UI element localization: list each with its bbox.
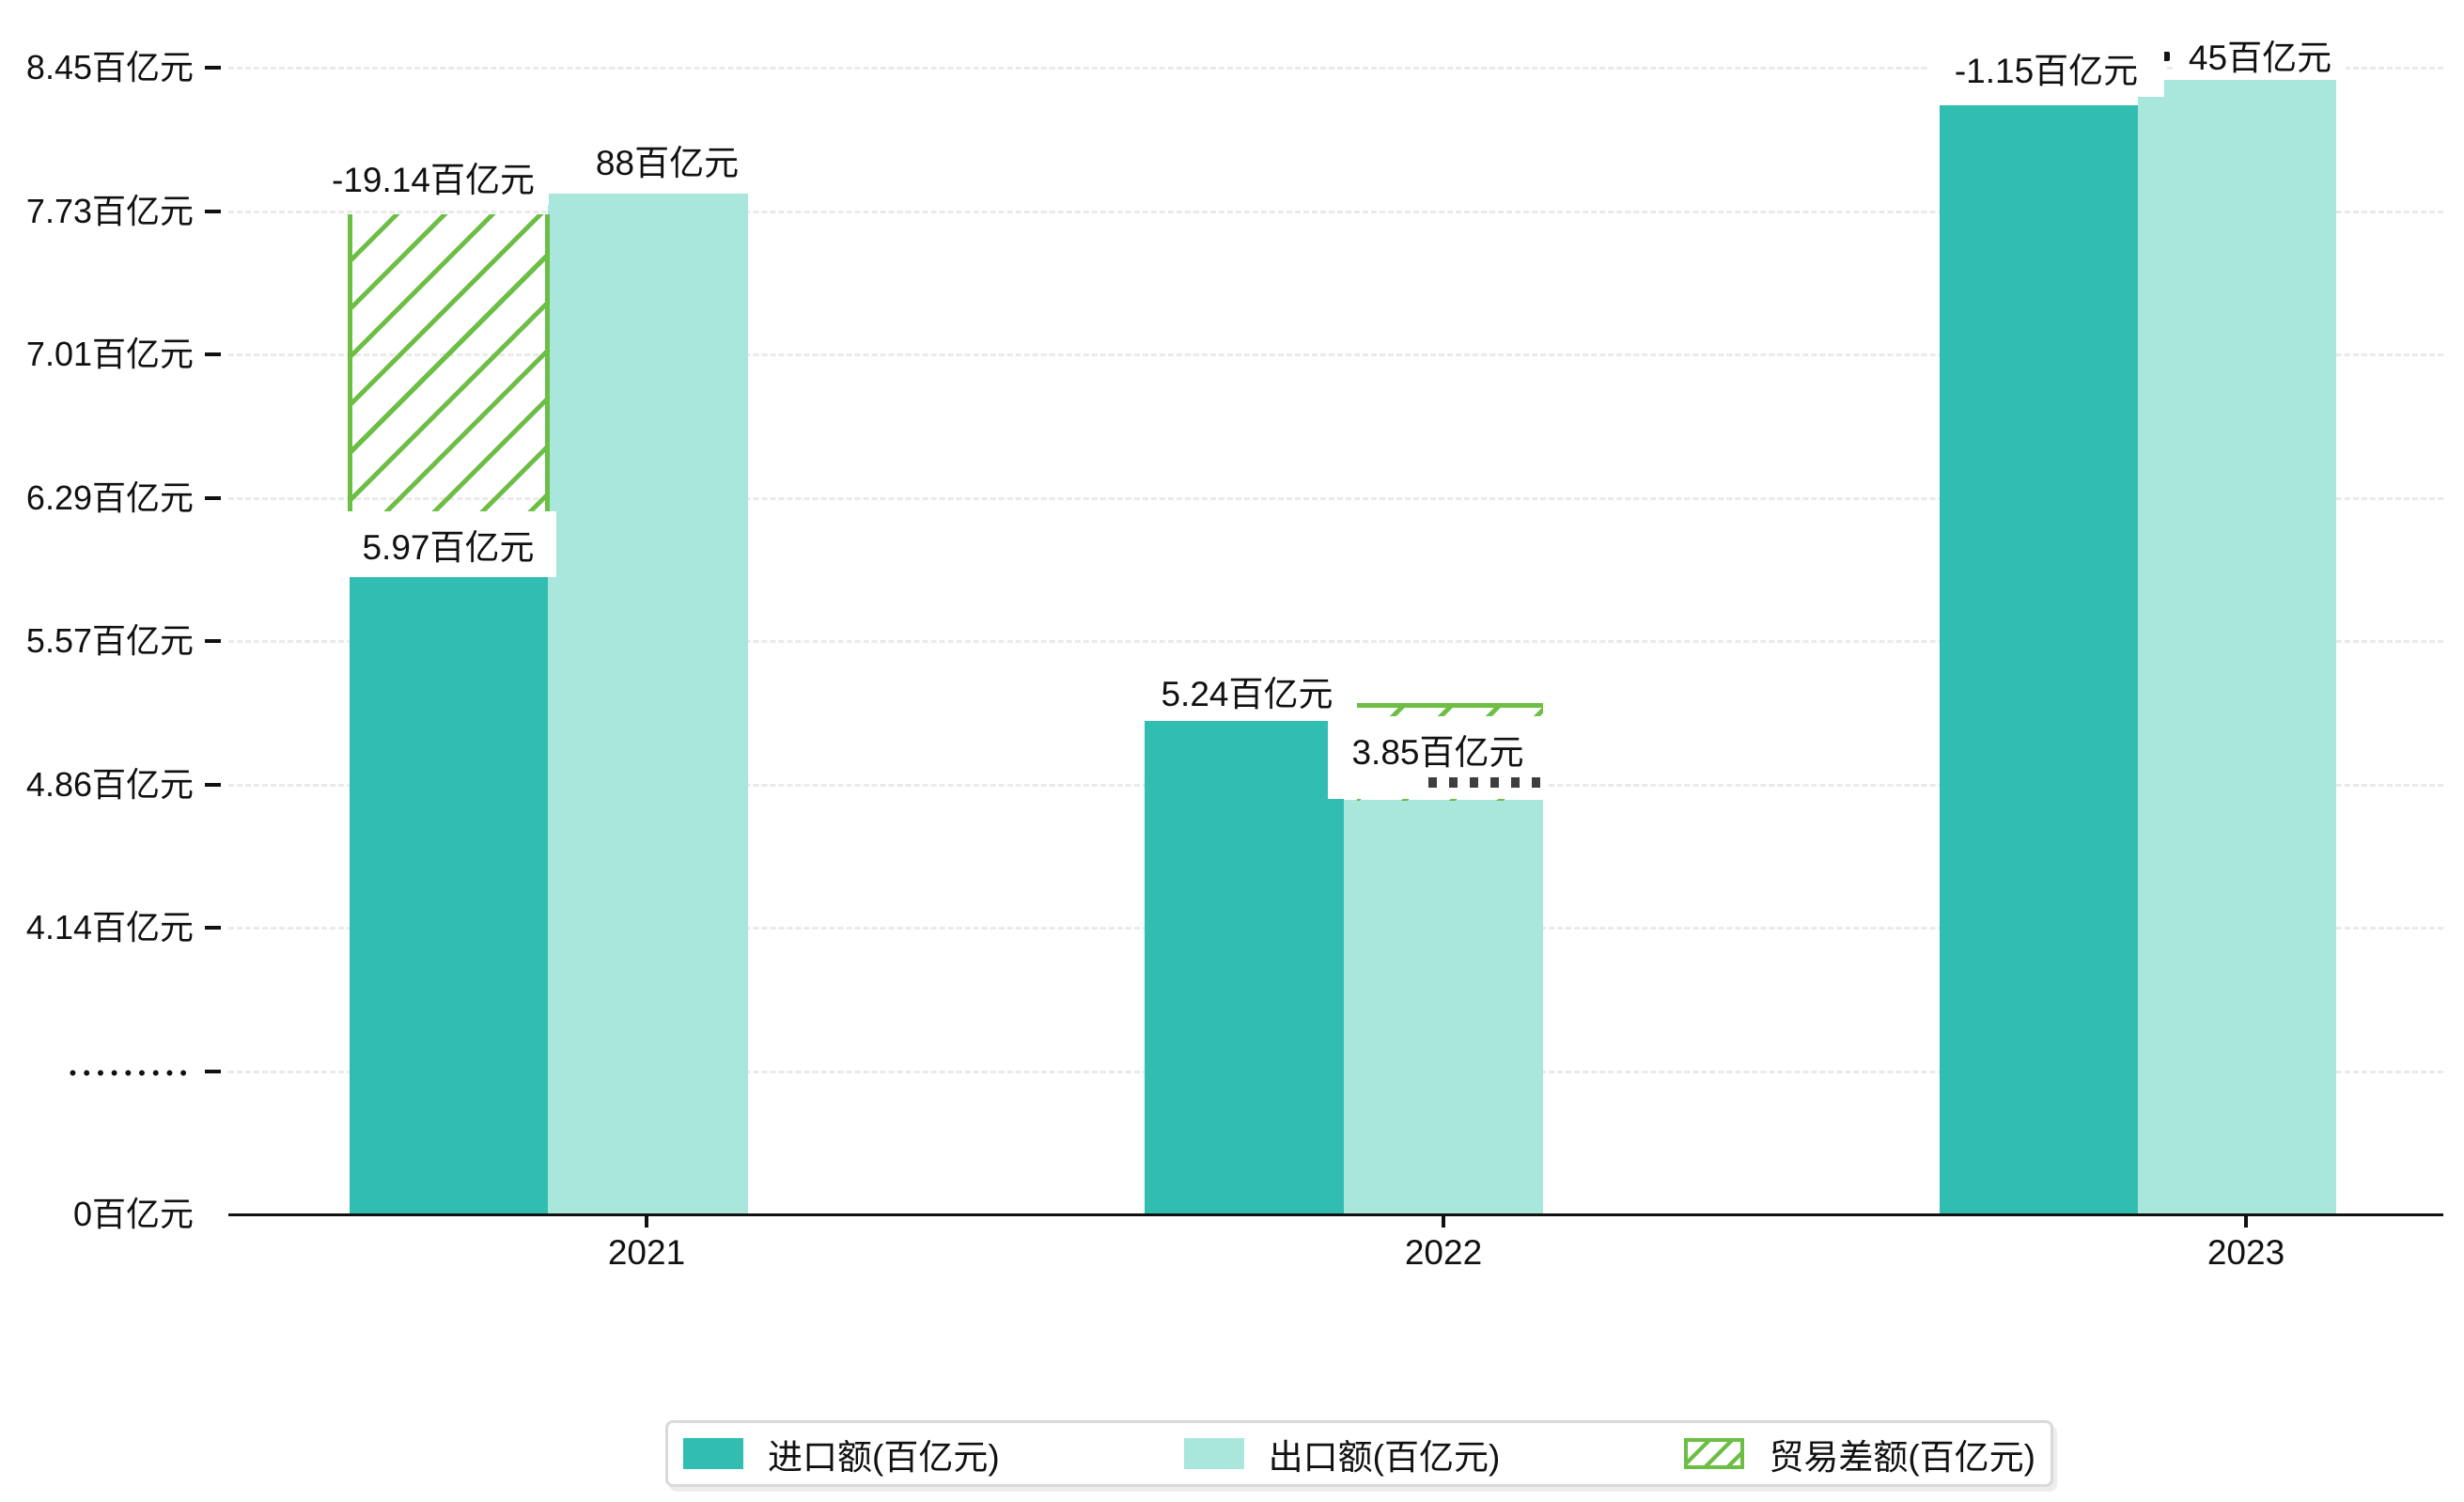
y-tick-mark — [205, 210, 221, 213]
occluded-label-fragment-2022 — [1428, 777, 1543, 788]
export-swatch-icon — [1183, 1438, 1244, 1469]
gridline — [228, 640, 2443, 643]
bar-label-balance-2023: -1.15百亿元 — [1928, 38, 2164, 97]
y-tick-mark — [205, 639, 221, 643]
x-tick-mark — [2244, 1215, 2248, 1228]
y-axis-tick-label: 7.01百亿元 — [25, 335, 194, 373]
y-tick-mark — [205, 66, 221, 70]
y-axis-tick-label: 4.14百亿元 — [25, 908, 194, 947]
bar-label-export-2021: 88百亿元 — [577, 132, 757, 188]
legend-item-export: 出口额(百亿元) — [1183, 1429, 1501, 1479]
y-tick-mark — [205, 496, 221, 500]
y-tick-mark — [205, 1070, 221, 1073]
legend-label: 出口额(百亿元) — [1268, 1437, 1501, 1477]
trade-balance-bar-2021 — [348, 214, 550, 562]
y-axis-tick-label: 4.86百亿元 — [25, 765, 194, 804]
y-tick-mark — [205, 352, 221, 356]
x-tick-mark — [1442, 1215, 1445, 1228]
gridline — [228, 67, 2443, 70]
gridline — [228, 211, 2443, 213]
bar-label-export-2023: 45百亿元 — [2175, 28, 2346, 80]
legend: 进口额(百亿元) 出口额(百亿元) 贸易差额(百亿元) — [665, 1420, 2053, 1487]
x-axis-tick-label: 2022 — [1404, 1233, 1483, 1272]
y-axis-tick-label: 6.29百亿元 — [25, 478, 194, 517]
bar-label-balance-2021: -19.14百亿元 — [318, 149, 549, 205]
legend-label: 贸易差额(百亿元) — [1769, 1437, 2035, 1477]
y-axis-tick-label: 8.45百亿元 — [25, 48, 194, 86]
y-axis-tick-label: 7.73百亿元 — [25, 192, 194, 230]
bar-label-import-2022: 5.24百亿元 — [1139, 662, 1355, 720]
x-axis-line — [228, 1213, 2443, 1216]
x-axis-tick-label: 2021 — [607, 1233, 686, 1272]
import-bar-2021 — [350, 577, 548, 1215]
export-bar-2021 — [548, 194, 748, 1215]
bar-label-import-2021: 5.97百亿元 — [340, 511, 556, 577]
export-bar-2023 — [2138, 80, 2336, 1215]
y-axis-tick-label: 5.57百亿元 — [25, 621, 194, 660]
import-bar-2022 — [1145, 721, 1344, 1215]
hatched-swatch-icon — [1684, 1438, 1745, 1469]
gridline — [228, 497, 2443, 500]
legend-item-balance: 贸易差额(百亿元) — [1684, 1429, 2035, 1479]
y-tick-mark — [205, 783, 221, 787]
y-axis-tick-label: 0百亿元 — [72, 1195, 194, 1233]
gridline — [228, 353, 2443, 356]
occluded-label-dot-2023 — [2161, 52, 2170, 61]
y-tick-mark — [205, 926, 221, 930]
y-axis-break-label: ••••••••• — [69, 1061, 194, 1085]
export-bar-2022 — [1344, 800, 1543, 1215]
legend-label: 进口额(百亿元) — [768, 1437, 1000, 1477]
import-swatch-icon — [683, 1438, 743, 1469]
import-bar-2023 — [1940, 105, 2138, 1215]
legend-item-import: 进口额(百亿元) — [683, 1429, 1000, 1479]
x-axis-tick-label: 2023 — [2207, 1233, 2285, 1272]
x-tick-mark — [645, 1215, 648, 1228]
